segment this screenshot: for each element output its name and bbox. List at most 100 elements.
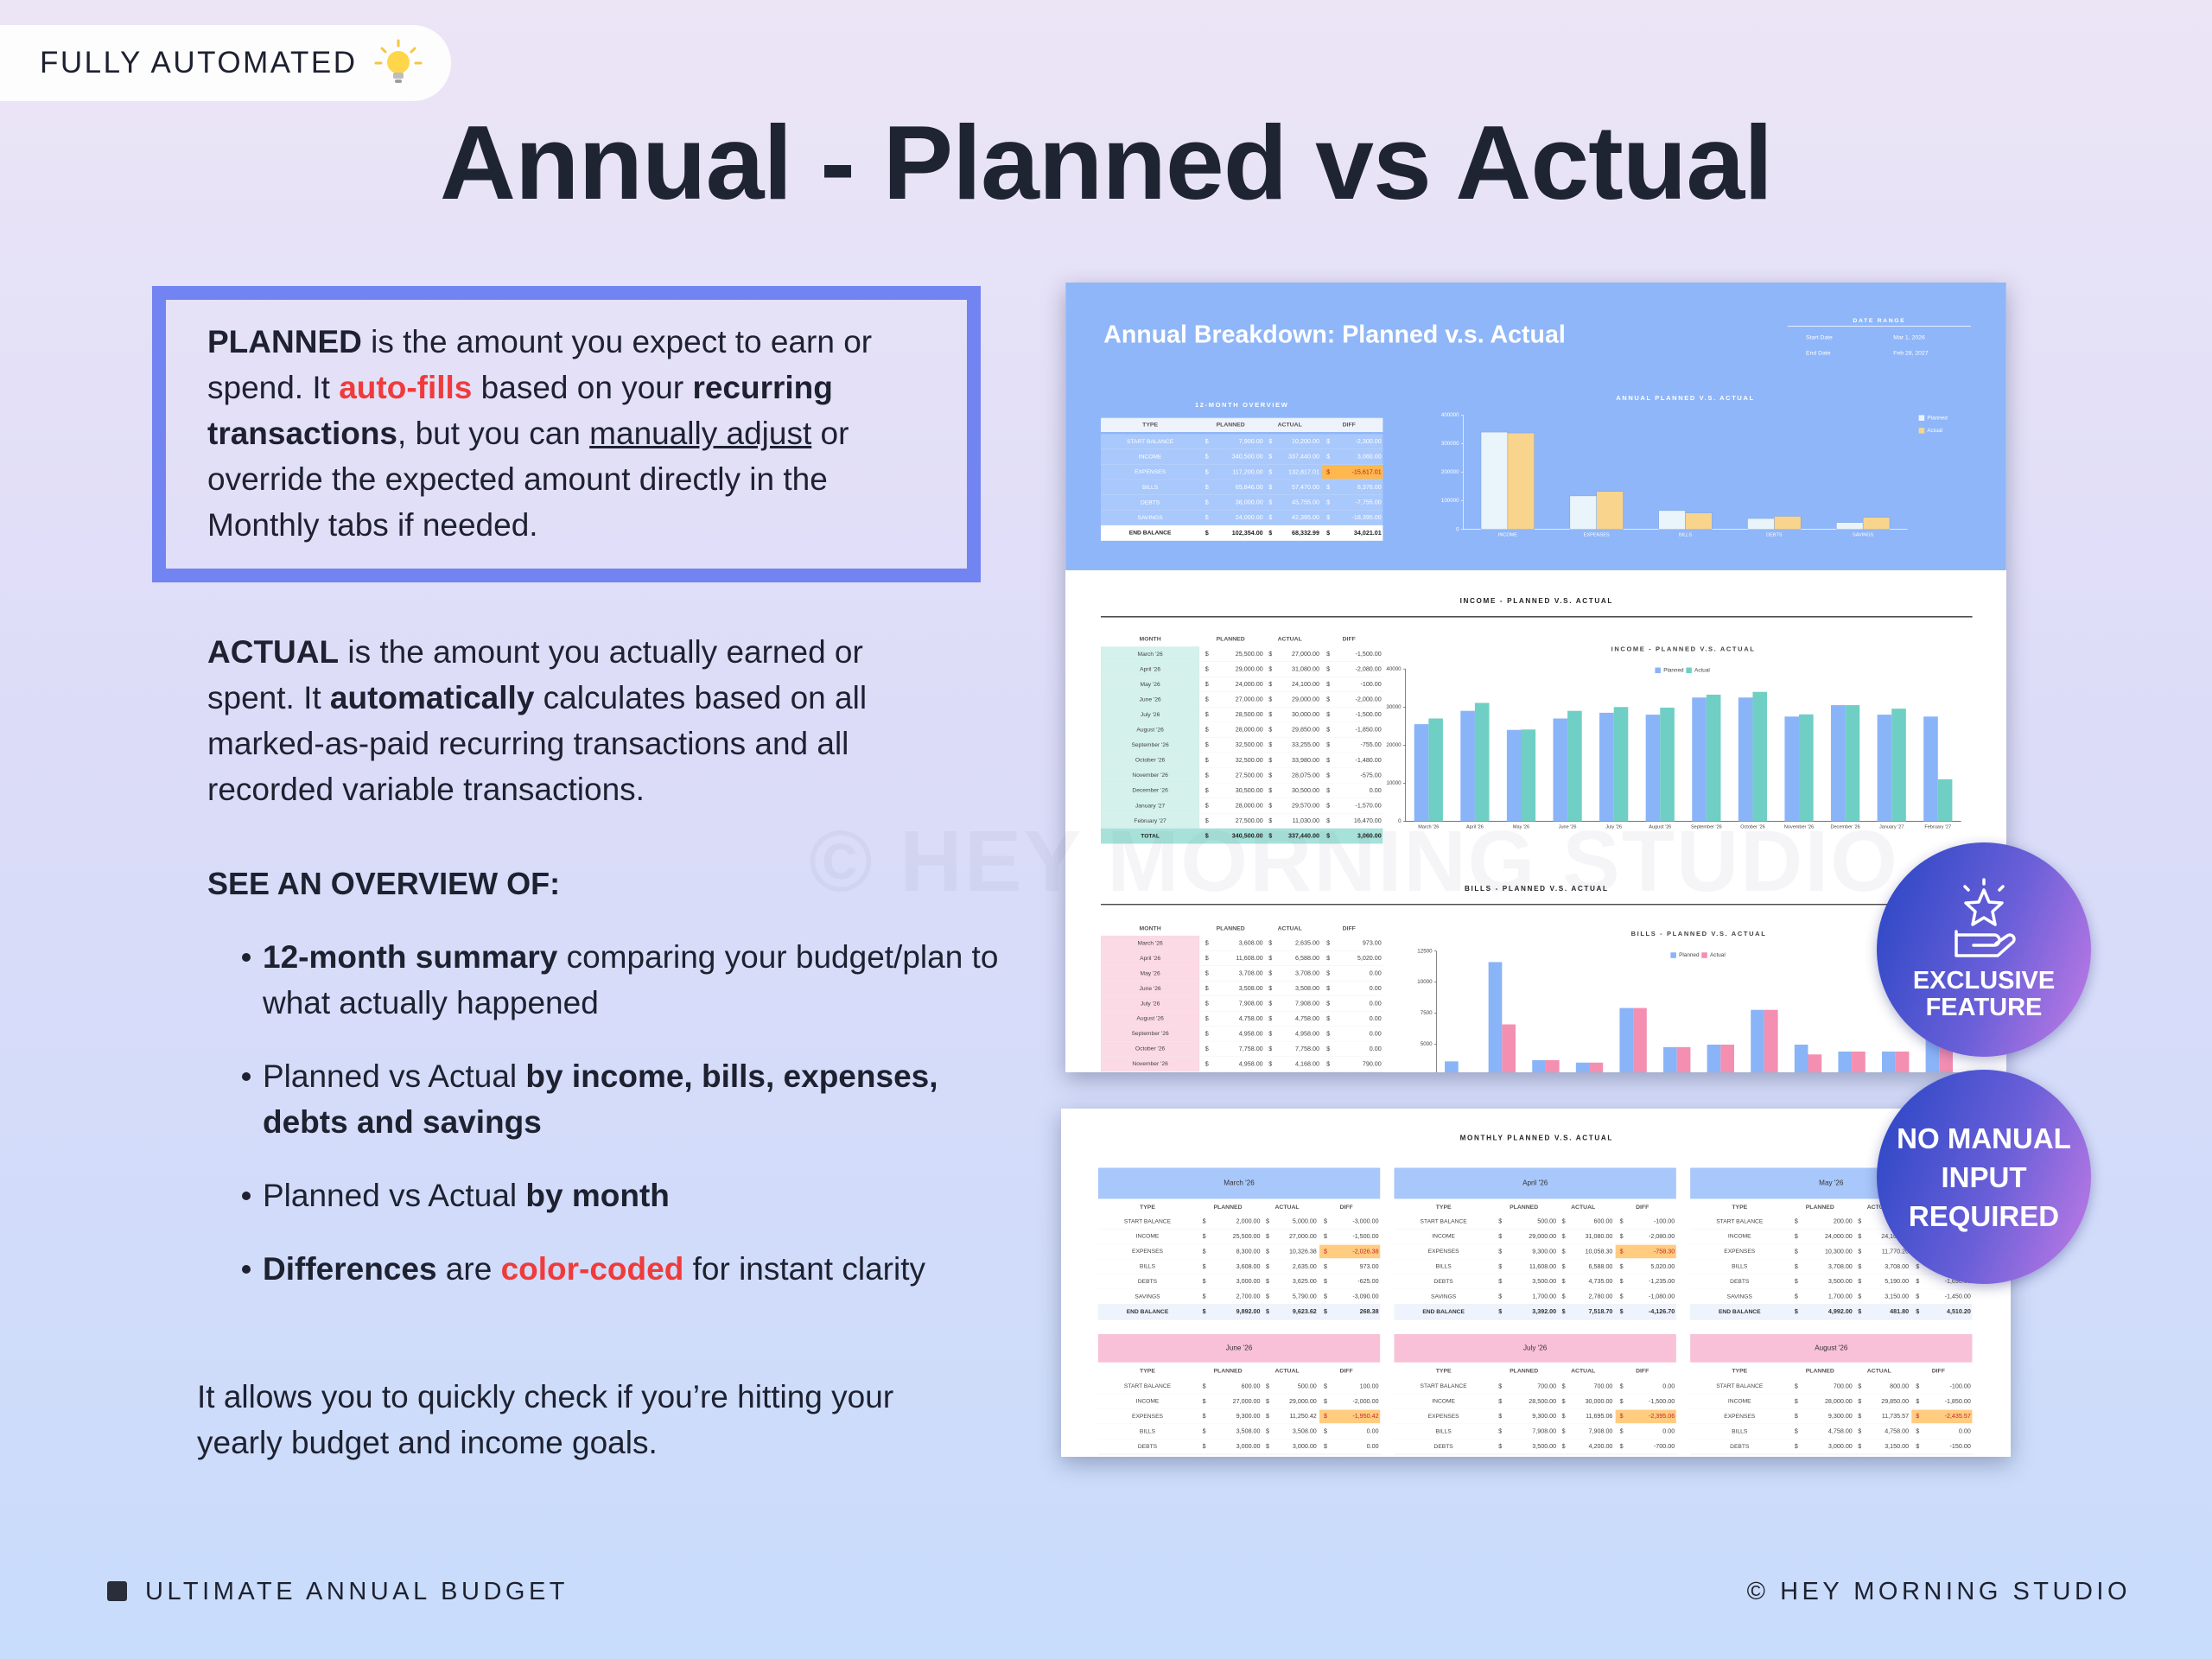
table-row-bg	[1100, 480, 1383, 495]
row-label: December '26	[1132, 788, 1168, 794]
table-header: ACTUAL	[1274, 1368, 1299, 1374]
bullet-item: 12-month summary comparing your budget/p…	[242, 934, 1006, 1026]
currency: $	[1858, 1308, 1861, 1315]
table-cell: -100.00	[1950, 1382, 1971, 1389]
currency: $	[1324, 1382, 1327, 1389]
planned-box: PLANNED is the amount you expect to earn…	[152, 286, 981, 582]
currency: $	[1266, 1294, 1269, 1300]
bar	[1707, 1044, 1721, 1072]
table-cell: 3,000.00	[1828, 1443, 1853, 1450]
currency: $	[1326, 757, 1330, 764]
table-cell: 7,758.00	[1295, 1046, 1319, 1052]
bar	[1567, 710, 1582, 822]
currency: $	[1620, 1382, 1624, 1389]
table-cell: 2,700.00	[1236, 1294, 1261, 1300]
table-header: DIFF	[1636, 1205, 1649, 1211]
row-label: BILLS	[1140, 1429, 1156, 1435]
currency: $	[1795, 1413, 1798, 1420]
table-cell: 7,908.00	[1295, 1000, 1319, 1007]
text-run: PLANNED	[207, 324, 362, 359]
text-run: , but you can	[397, 416, 590, 451]
planned-paragraph: PLANNED is the amount you expect to earn…	[207, 319, 942, 548]
table-cell: 9,623.62	[1293, 1308, 1317, 1315]
x-tick-label: BILLS	[1679, 533, 1692, 538]
table-cell: 11,250.42	[1289, 1413, 1316, 1420]
bar	[1507, 432, 1535, 530]
table-label-bg	[1100, 646, 1200, 662]
y-tick-label: 5000	[1421, 1041, 1433, 1047]
y-tick-label: 30000	[1386, 704, 1402, 710]
row-label: July '26	[1141, 1001, 1160, 1007]
table-row-bg	[1100, 525, 1383, 541]
row-label: SAVINGS	[1431, 1294, 1457, 1300]
table-cell: 9,300.00	[1532, 1248, 1556, 1255]
currency: $	[1268, 681, 1272, 688]
table-row-bg	[1690, 1274, 1973, 1290]
currency: $	[1620, 1443, 1624, 1450]
currency: $	[1268, 468, 1272, 475]
currency: $	[1795, 1217, 1798, 1224]
y-tick-label: 0	[1456, 526, 1459, 532]
table-cell: 24,000.00	[1236, 681, 1263, 688]
table-label-bg	[1100, 798, 1200, 814]
highlight-cell	[1319, 1409, 1381, 1424]
table-header: DIFF	[1339, 1368, 1352, 1374]
table-cell: -100.00	[1360, 681, 1381, 688]
currency: $	[1324, 1248, 1327, 1255]
table-cell: 9,300.00	[1532, 1413, 1556, 1420]
currency: $	[1205, 969, 1209, 976]
text-run: comparing your budget/plan to what actua…	[263, 939, 999, 1020]
table-cell: 29,850.00	[1292, 727, 1319, 734]
table-row-bg	[1097, 1243, 1381, 1260]
currency: $	[1326, 438, 1330, 445]
currency: $	[1498, 1382, 1502, 1389]
table-cell: 16,470.00	[1354, 817, 1382, 824]
currency: $	[1620, 1248, 1624, 1255]
table-cell: 3,708.00	[1828, 1263, 1853, 1270]
table-cell: -2,435.57	[1945, 1413, 1971, 1420]
currency: $	[1268, 514, 1272, 521]
row-label: TOTAL	[1141, 833, 1160, 839]
text-run: ACTUAL	[207, 634, 340, 670]
currency: $	[1916, 1278, 1919, 1285]
currency: $	[1858, 1428, 1861, 1435]
currency: $	[1858, 1413, 1861, 1420]
table-cell: 4,510.20	[1947, 1308, 1971, 1315]
table-cell: 4,200.00	[1589, 1443, 1613, 1450]
legend-label: Actual	[1694, 668, 1710, 674]
currency: $	[1205, 530, 1209, 537]
table-cell: 117,200.00	[1232, 468, 1262, 475]
table-label-bg	[1100, 753, 1200, 768]
table-cell: -2,026.38	[1352, 1248, 1378, 1255]
table-label-bg	[1100, 813, 1200, 829]
table-row-bg	[1100, 494, 1383, 511]
currency: $	[1268, 438, 1272, 445]
currency: $	[1326, 787, 1330, 794]
bar	[1480, 431, 1509, 530]
currency: $	[1266, 1443, 1269, 1450]
currency: $	[1916, 1428, 1919, 1435]
currency: $	[1562, 1263, 1566, 1270]
bar	[1474, 702, 1490, 822]
section-heading: BILLS - PLANNED V.S. ACTUAL	[1465, 885, 1609, 893]
table-cell: 10,326.38	[1289, 1248, 1317, 1255]
row-label: EXPENSES	[1428, 1249, 1460, 1255]
table-cell: 38,000.00	[1236, 499, 1263, 506]
table-header: ACTUAL	[1278, 925, 1302, 931]
month-label: April '26	[1522, 1179, 1548, 1187]
currency: $	[1795, 1382, 1798, 1389]
currency: $	[1562, 1278, 1566, 1285]
row-label: START BALANCE	[1716, 1218, 1764, 1224]
table-cell: 7,908.00	[1589, 1428, 1613, 1435]
table-cell: 4,958.00	[1295, 1030, 1319, 1037]
currency: $	[1326, 985, 1330, 992]
currency: $	[1268, 666, 1272, 673]
y-tick-label: 200000	[1441, 469, 1459, 475]
month-band	[1394, 1334, 1676, 1363]
row-label: February '27	[1134, 818, 1166, 824]
table-label-bg	[1100, 935, 1200, 951]
table-cell: -1,450.00	[1945, 1294, 1971, 1300]
table-cell: -18,395.00	[1351, 514, 1381, 521]
row-label: SAVINGS	[1137, 515, 1163, 521]
table-row-bg	[1394, 1424, 1676, 1440]
